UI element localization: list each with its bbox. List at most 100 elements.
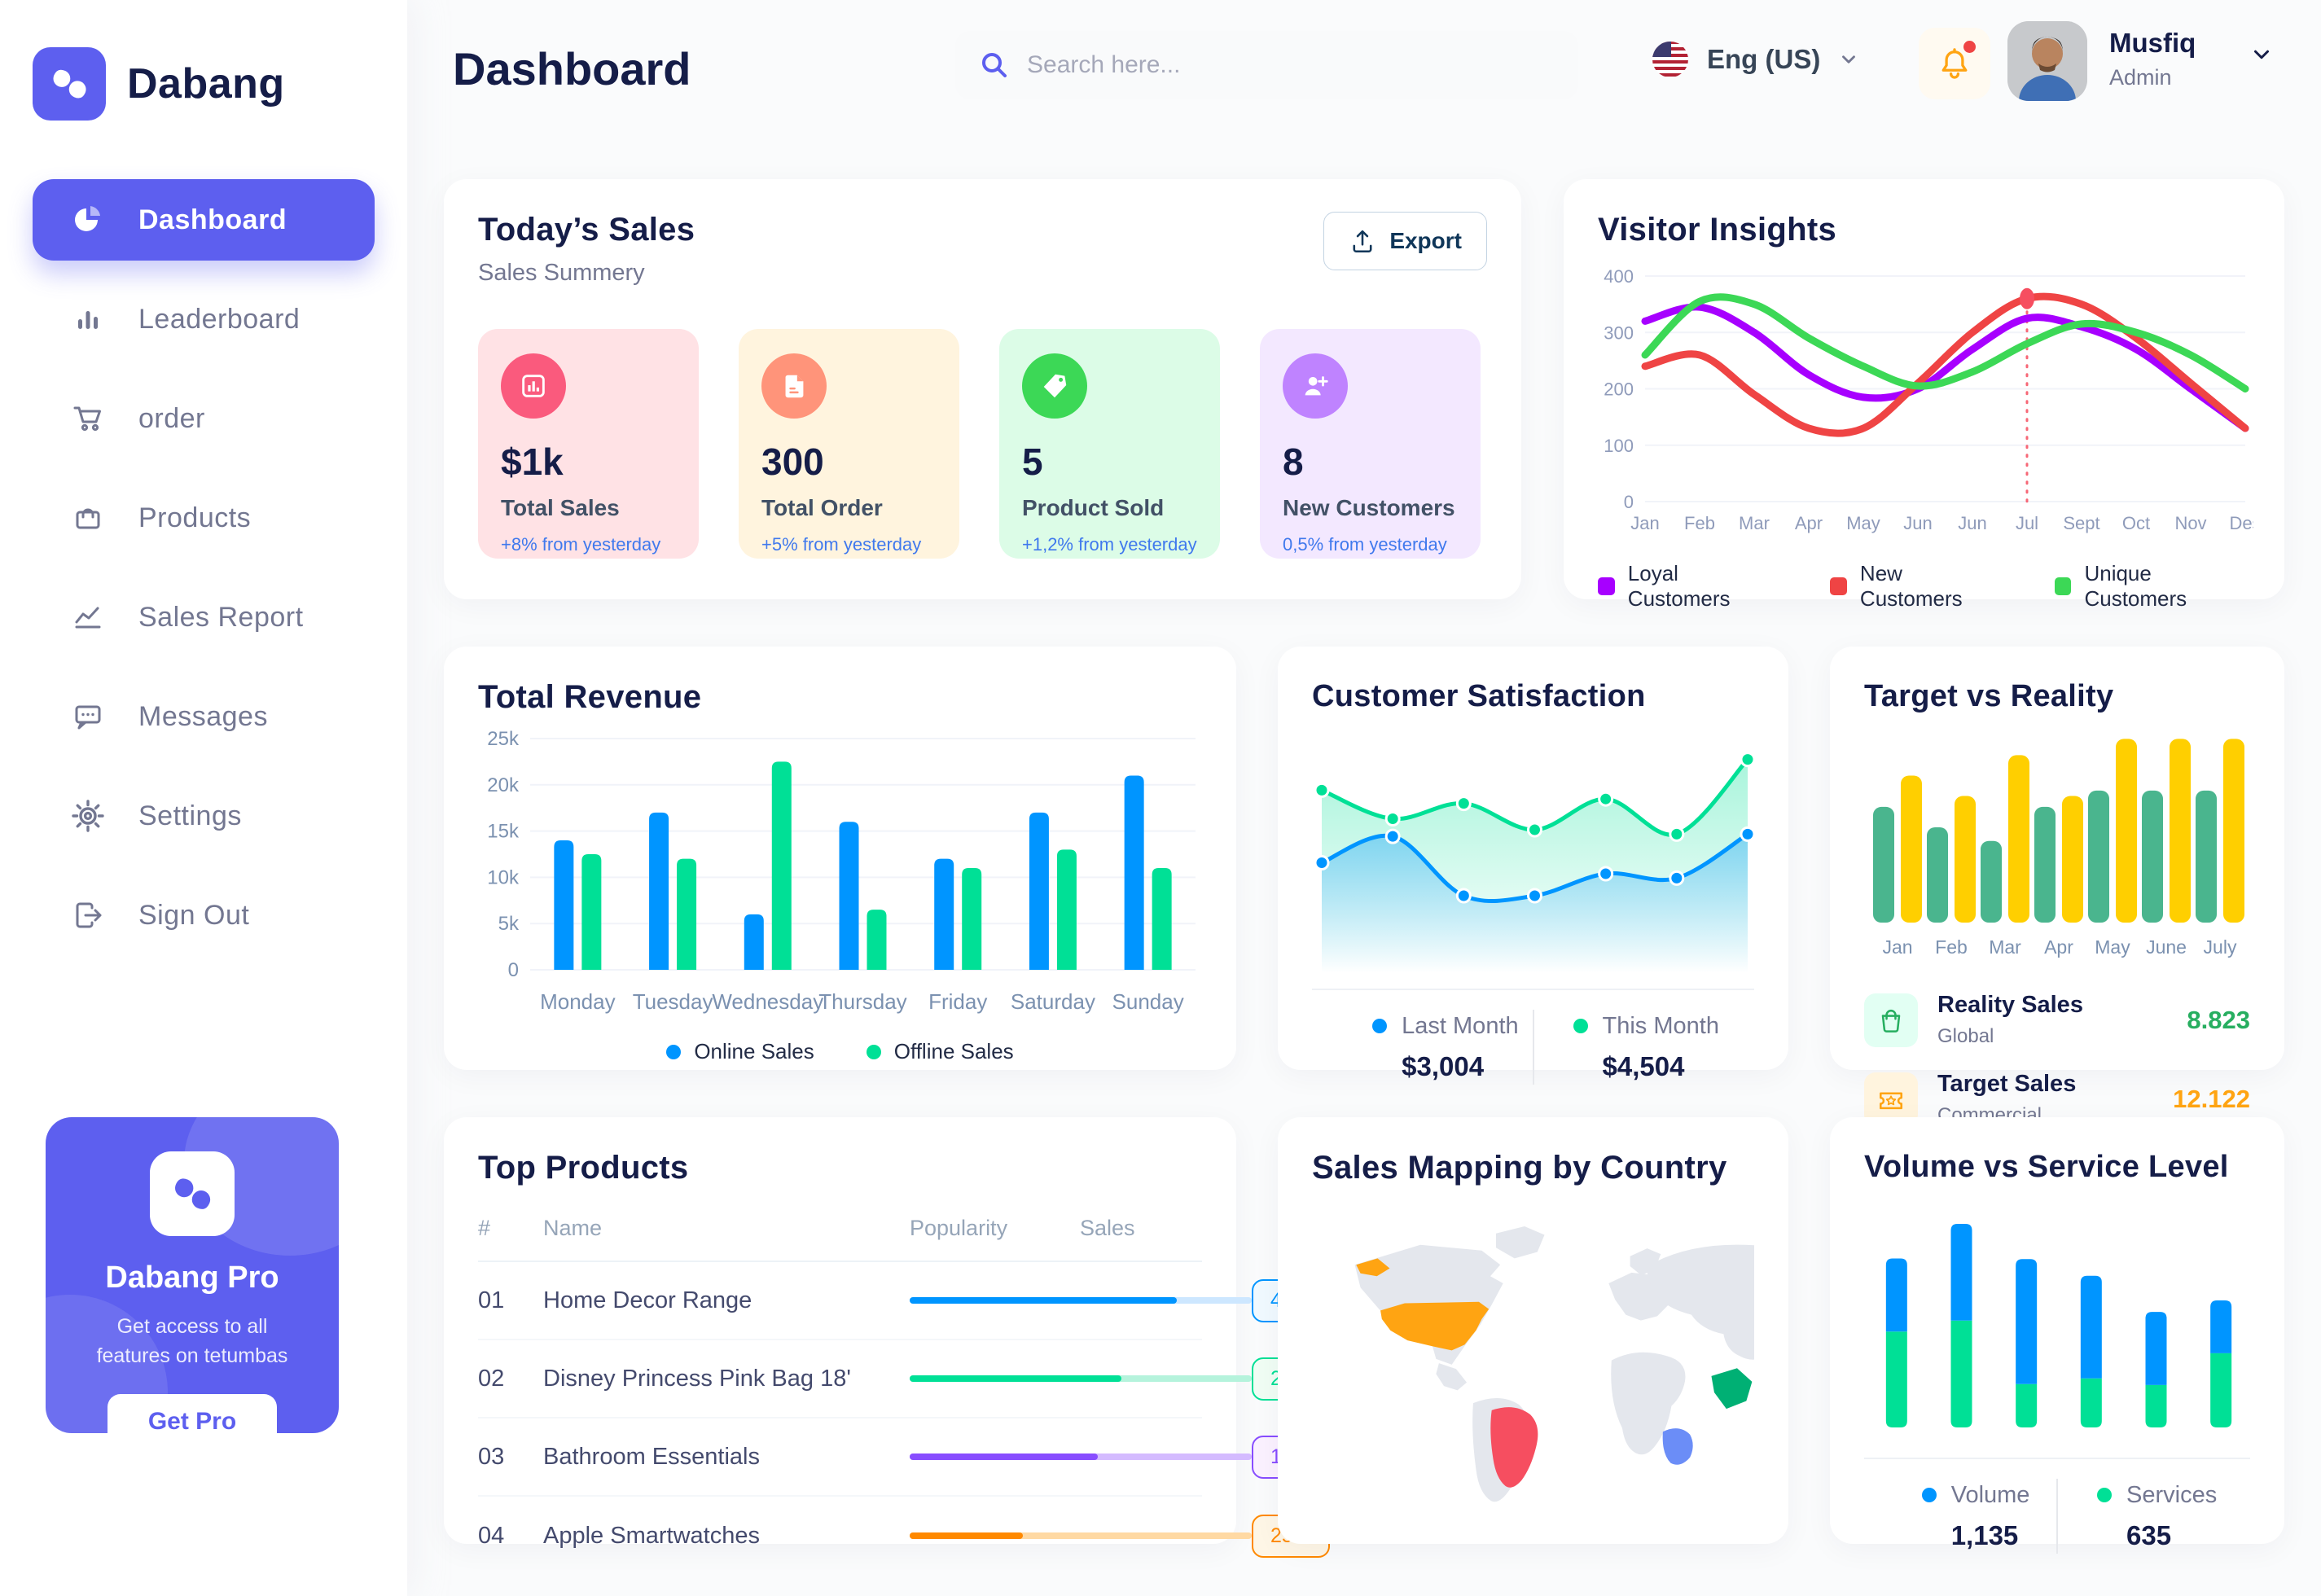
message-icon <box>70 699 106 734</box>
cart-icon <box>70 401 106 436</box>
get-pro-button[interactable]: Get Pro <box>107 1393 277 1433</box>
legend-item: Loyal Customers <box>1598 561 1778 612</box>
language-selector[interactable]: Eng (US) <box>1652 41 1859 78</box>
export-label: Export <box>1389 228 1462 253</box>
export-button[interactable]: Export <box>1323 212 1487 270</box>
legend-item: New Customers <box>1830 561 2003 612</box>
stat-label: Total Sales <box>501 495 620 520</box>
dabang-glyph-icon <box>53 69 86 99</box>
us-flag-icon <box>1652 42 1688 77</box>
promo-title: Dabang Pro <box>105 1261 279 1295</box>
sidebar-item-order[interactable]: order <box>33 378 375 459</box>
sidebar-item-messages[interactable]: Messages <box>33 676 375 757</box>
export-icon <box>1353 230 1372 253</box>
bag-green-icon <box>1864 993 1918 1047</box>
sidebar-item-label: Leaderboard <box>138 303 301 335</box>
visitor-insights-title: Visitor Insights <box>1598 212 1837 248</box>
legend-group-last-month: Last Month $3,004 <box>1333 1013 1532 1082</box>
svg-text:Sept: Sept <box>2063 513 2099 533</box>
app-logo: Dabang <box>0 0 407 121</box>
legend-value: $4,504 <box>1602 1050 1685 1081</box>
search-icon <box>982 53 1007 77</box>
svg-text:Feb: Feb <box>1935 936 1968 958</box>
user-menu-chevron[interactable] <box>2249 42 2274 71</box>
legend-dot <box>1921 1488 1937 1502</box>
sidebar-item-dashboard[interactable]: Dashboard <box>33 179 375 261</box>
legend-swatch <box>2054 577 2072 595</box>
top-products-panel: Top Products # Name Popularity Sales 01 … <box>444 1117 1330 1558</box>
map-country-saudi-arabia[interactable] <box>1711 1368 1753 1410</box>
app-logo-icon <box>33 47 106 121</box>
sidebar-item-sign-out[interactable]: Sign Out <box>33 875 375 956</box>
todays-sales-subtitle: Sales Summery <box>478 260 645 286</box>
search-input[interactable] <box>1027 51 1555 79</box>
stat-user-plus-icon <box>1283 353 1348 419</box>
svg-text:May: May <box>1846 513 1880 533</box>
todays-sales-panel: Today’s Sales Sales Summery Export $1k T… <box>444 179 1521 599</box>
search-bar[interactable] <box>955 31 1578 99</box>
avatar[interactable] <box>2007 21 2087 101</box>
promo-subtitle: Get access to all features on tetumbas <box>96 1315 288 1368</box>
legend-divider <box>1532 1010 1534 1085</box>
svg-text:Oct: Oct <box>2122 513 2150 533</box>
svg-text:Mar: Mar <box>1989 936 2021 958</box>
top-products-header: # Name Popularity Sales <box>478 1216 1202 1262</box>
legend-item: Online Sales <box>666 1039 814 1064</box>
avatar-photo <box>2007 21 2087 101</box>
promo-card: Dabang Pro Get access to all features on… <box>46 1117 339 1433</box>
total-revenue-chart: 0 5k 10k 15k 20k 25k Monday Tuesday Wednesd… <box>478 727 1202 1031</box>
sidebar-item-label: Sign Out <box>138 899 250 931</box>
svg-text:25k: 25k <box>487 728 520 750</box>
legend-label: Services <box>2126 1481 2218 1508</box>
product-row-03[interactable]: 03 Bathroom Essentials 18% <box>478 1418 1330 1497</box>
map-country-united-states[interactable] <box>1356 1258 1490 1351</box>
sidebar: Dabang Dashboard Leaderboard order Produ… <box>0 0 407 1596</box>
sidebar-item-leaderboard[interactable]: Leaderboard <box>33 278 375 360</box>
target-vs-reality-legend: Reality Sales Global 8.823 Target Sales … <box>1864 992 2250 1127</box>
product-row-04[interactable]: 04 Apple Smartwatches 25% <box>478 1497 1330 1575</box>
todays-sales-title: Today’s Sales <box>478 212 695 248</box>
stat-delta: +8% from yesterday <box>501 534 661 555</box>
sidebar-item-settings[interactable]: Settings <box>33 775 375 857</box>
legend-value: 635 <box>2126 1519 2172 1550</box>
stat-card-product-sold: 5 Product Sold +1,2% from yesterday <box>999 329 1220 559</box>
product-name: Apple Smartwatches <box>543 1522 760 1549</box>
volume-vs-service-panel: Volume vs Service Level Volume 1,135 Ser… <box>1830 1117 2284 1554</box>
map-country-brazil[interactable] <box>1490 1407 1538 1488</box>
product-row-01[interactable]: 01 Home Decor Range 45% <box>478 1262 1330 1340</box>
legend-dot <box>2097 1488 2112 1502</box>
svg-text:Apr: Apr <box>2044 936 2073 958</box>
target-legend-row-reality-sales: Reality Sales Global 8.823 <box>1864 992 2250 1048</box>
svg-text:0: 0 <box>508 959 519 981</box>
ticket-orange-icon <box>1864 1072 1918 1126</box>
legend-label: Loyal Customers <box>1627 561 1731 611</box>
svg-text:July: July <box>2204 936 2237 958</box>
sidebar-item-sales-report[interactable]: Sales Report <box>33 577 375 658</box>
stat-delta: +5% from yesterday <box>761 534 922 555</box>
total-revenue-title: Total Revenue <box>478 679 702 715</box>
volume-vs-service-legend: Volume 1,135 Services 635 <box>1864 1479 2250 1554</box>
legend-swatch <box>1830 577 1847 595</box>
product-rank: 01 <box>478 1287 505 1313</box>
popularity-bar <box>910 1297 1252 1304</box>
legend-label: Last Month <box>1402 1012 1519 1039</box>
svg-text:Wednesday: Wednesday <box>712 989 823 1014</box>
product-row-02[interactable]: 02 Disney Princess Pink Bag 18' 29% <box>478 1340 1330 1418</box>
svg-text:Monday: Monday <box>540 989 616 1014</box>
sidebar-item-label: Products <box>138 502 252 533</box>
legend-group-services: Services 635 <box>2058 1482 2231 1551</box>
legend-value: 1,135 <box>1950 1519 2019 1550</box>
notifications-button[interactable] <box>1919 28 1990 99</box>
popularity-bar <box>910 1532 1252 1539</box>
svg-text:Jan: Jan <box>1882 936 1912 958</box>
sidebar-item-products[interactable]: Products <box>33 477 375 559</box>
product-rank: 02 <box>478 1365 505 1392</box>
legend-group-volume: Volume 1,135 <box>1883 1482 2056 1551</box>
target-legend-label: Reality Sales <box>1937 992 2083 1018</box>
divider <box>1312 989 1754 990</box>
top-products-title: Top Products <box>478 1150 689 1186</box>
map-country-dr-congo[interactable] <box>1662 1428 1693 1465</box>
stat-value: 8 <box>1283 441 1304 483</box>
svg-text:Jun: Jun <box>1903 513 1932 533</box>
customer-satisfaction-title: Customer Satisfaction <box>1312 679 1646 713</box>
